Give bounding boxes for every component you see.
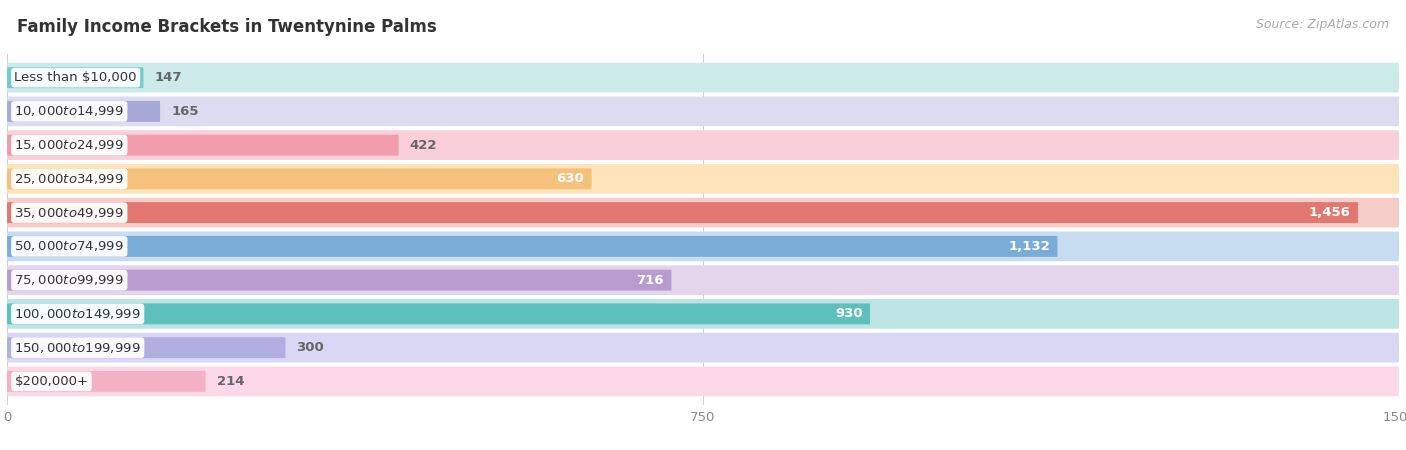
FancyBboxPatch shape (7, 299, 1399, 328)
Text: 147: 147 (155, 71, 181, 84)
Text: Source: ZipAtlas.com: Source: ZipAtlas.com (1256, 18, 1389, 31)
FancyBboxPatch shape (7, 270, 672, 291)
Text: 165: 165 (172, 105, 198, 118)
Text: $10,000 to $14,999: $10,000 to $14,999 (14, 104, 124, 118)
FancyBboxPatch shape (7, 236, 1057, 257)
FancyBboxPatch shape (7, 265, 1399, 295)
Text: 300: 300 (297, 341, 325, 354)
Text: $75,000 to $99,999: $75,000 to $99,999 (14, 273, 124, 287)
FancyBboxPatch shape (7, 333, 1399, 363)
Text: 716: 716 (637, 274, 664, 287)
Text: $200,000+: $200,000+ (14, 375, 89, 388)
FancyBboxPatch shape (7, 366, 1399, 396)
Text: 930: 930 (835, 307, 863, 320)
Text: 630: 630 (557, 172, 585, 185)
FancyBboxPatch shape (7, 371, 205, 392)
Text: $150,000 to $199,999: $150,000 to $199,999 (14, 341, 141, 355)
Text: $15,000 to $24,999: $15,000 to $24,999 (14, 138, 124, 152)
Text: 214: 214 (217, 375, 245, 388)
Text: $25,000 to $34,999: $25,000 to $34,999 (14, 172, 124, 186)
FancyBboxPatch shape (7, 63, 1399, 92)
Text: $35,000 to $49,999: $35,000 to $49,999 (14, 206, 124, 220)
Text: $50,000 to $74,999: $50,000 to $74,999 (14, 239, 124, 253)
FancyBboxPatch shape (7, 303, 870, 324)
FancyBboxPatch shape (7, 96, 1399, 126)
FancyBboxPatch shape (7, 231, 1399, 261)
FancyBboxPatch shape (7, 164, 1399, 194)
FancyBboxPatch shape (7, 202, 1358, 223)
FancyBboxPatch shape (7, 135, 399, 156)
FancyBboxPatch shape (7, 67, 143, 88)
FancyBboxPatch shape (7, 130, 1399, 160)
FancyBboxPatch shape (7, 168, 592, 189)
Text: Less than $10,000: Less than $10,000 (14, 71, 136, 84)
Text: 1,456: 1,456 (1309, 206, 1351, 219)
FancyBboxPatch shape (7, 337, 285, 358)
Text: 1,132: 1,132 (1008, 240, 1050, 253)
Text: 422: 422 (409, 139, 437, 152)
FancyBboxPatch shape (7, 101, 160, 122)
FancyBboxPatch shape (7, 198, 1399, 228)
Text: $100,000 to $149,999: $100,000 to $149,999 (14, 307, 141, 321)
Text: Family Income Brackets in Twentynine Palms: Family Income Brackets in Twentynine Pal… (17, 18, 437, 36)
